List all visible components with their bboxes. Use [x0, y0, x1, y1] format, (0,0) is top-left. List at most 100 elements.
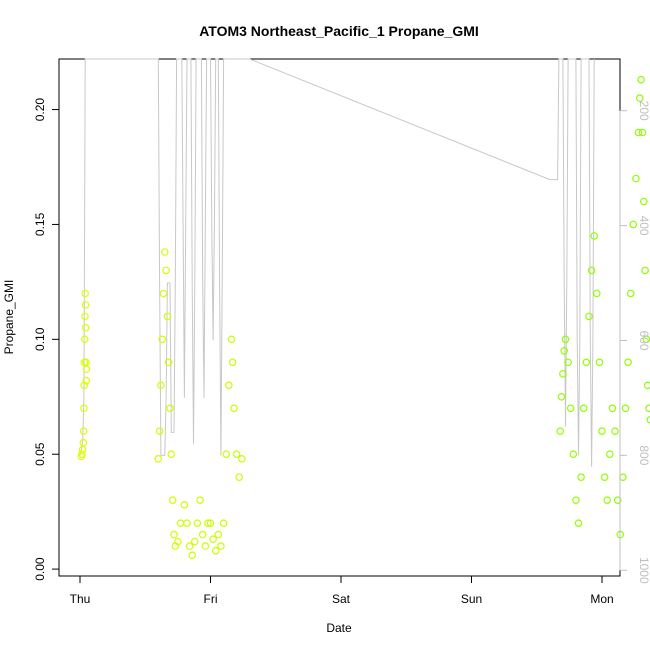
data-point: [641, 266, 649, 275]
data-point: [579, 404, 588, 413]
x-tick-label: Mon: [590, 592, 613, 606]
data-point: [632, 174, 640, 183]
data-point: [592, 289, 601, 298]
right-y-tick-label: 800: [637, 445, 650, 465]
data-point: [82, 376, 91, 385]
data-point: [198, 530, 207, 539]
data-point: [158, 335, 167, 344]
x-tick-label: Thu: [70, 592, 91, 606]
right-y-axis: 200 400 600 800 1000: [619, 101, 650, 584]
data-point: [164, 358, 173, 367]
data-point: [176, 519, 185, 528]
data-point: [82, 365, 91, 374]
data-point: [564, 358, 572, 367]
data-point: [600, 473, 609, 482]
data-point: [225, 381, 233, 390]
data-point: [626, 289, 635, 298]
data-point: [637, 75, 645, 84]
data-point: [81, 289, 90, 298]
data-point: [188, 551, 197, 560]
x-tick-label: Sun: [461, 592, 482, 606]
data-point: [155, 427, 164, 436]
data-point: [569, 450, 578, 459]
data-point: [608, 404, 617, 413]
data-point: [605, 450, 614, 459]
data-point: [80, 404, 88, 413]
y-axis-label: Propane_GMI: [2, 280, 16, 355]
data-point: [582, 358, 591, 367]
data-point: [180, 500, 189, 509]
data-point: [638, 128, 647, 137]
data-point: [585, 312, 593, 321]
y-tick-label: 0.20: [33, 98, 47, 122]
y-tick-label: 0.05: [33, 442, 47, 466]
data-point: [227, 335, 236, 344]
data-point: [79, 438, 88, 447]
data-point: [78, 445, 87, 454]
data-point: [577, 473, 585, 482]
data-point: [78, 450, 86, 459]
data-point: [166, 404, 174, 413]
data-point: [161, 248, 169, 256]
data-point: [603, 496, 612, 505]
x-tick-label: Sat: [332, 592, 351, 606]
data-point: [624, 358, 632, 367]
data-point: [167, 450, 176, 459]
data-point: [81, 312, 89, 321]
data-point: [646, 416, 650, 424]
data-point: [196, 496, 204, 505]
x-axis-label: Date: [326, 621, 352, 635]
data-point: [157, 381, 165, 390]
x-axis: Thu Fri Sat Sun Mon: [70, 575, 614, 606]
data-point: [634, 128, 643, 137]
data-point: [598, 427, 606, 436]
right-y-tick-label: 1000: [637, 557, 650, 584]
data-point: [629, 220, 638, 229]
data-point: [185, 542, 194, 550]
x-tick-label: Fri: [204, 592, 218, 606]
data-point: [159, 289, 168, 298]
data-point: [191, 537, 199, 546]
data-point: [587, 266, 596, 275]
y-axis: 0.00 0.05 0.10 0.15 0.20: [33, 98, 60, 581]
data-point: [590, 232, 599, 240]
data-point: [238, 454, 246, 463]
data-point: [635, 94, 644, 102]
chart-title: ATOM3 Northeast_Pacific_1 Propane_GMI: [199, 23, 479, 39]
data-point: [566, 404, 575, 413]
data-point: [204, 519, 212, 528]
pressure-line: [79, 58, 595, 467]
data-point: [222, 450, 231, 459]
data-point: [645, 404, 650, 413]
data-point: [163, 312, 172, 321]
right-y-tick-label: 600: [637, 330, 650, 350]
data-point: [162, 266, 170, 275]
data-point: [572, 496, 580, 505]
y-tick-label: 0.00: [33, 557, 47, 581]
pressure-line-layer: [79, 58, 595, 467]
data-point: [193, 519, 202, 528]
data-point: [168, 496, 177, 505]
data-point: [639, 197, 648, 206]
right-y-tick-label: 200: [637, 101, 650, 121]
data-point: [621, 404, 630, 413]
plot-area-frame: [58, 58, 621, 577]
data-point: [170, 530, 178, 539]
data-point: [217, 542, 225, 550]
data-point: [211, 546, 220, 555]
data-point: [228, 358, 237, 367]
data-point: [230, 404, 238, 413]
data-point: [613, 496, 622, 505]
data-points-layer: [77, 75, 650, 560]
data-point: [79, 427, 88, 436]
data-point: [556, 427, 565, 436]
y-tick-label: 0.10: [33, 327, 47, 351]
data-point: [214, 530, 223, 539]
data-point: [209, 535, 217, 544]
data-point: [219, 519, 228, 528]
data-point: [611, 427, 619, 436]
data-point: [232, 450, 241, 459]
data-point: [559, 369, 567, 378]
data-point: [80, 335, 89, 344]
